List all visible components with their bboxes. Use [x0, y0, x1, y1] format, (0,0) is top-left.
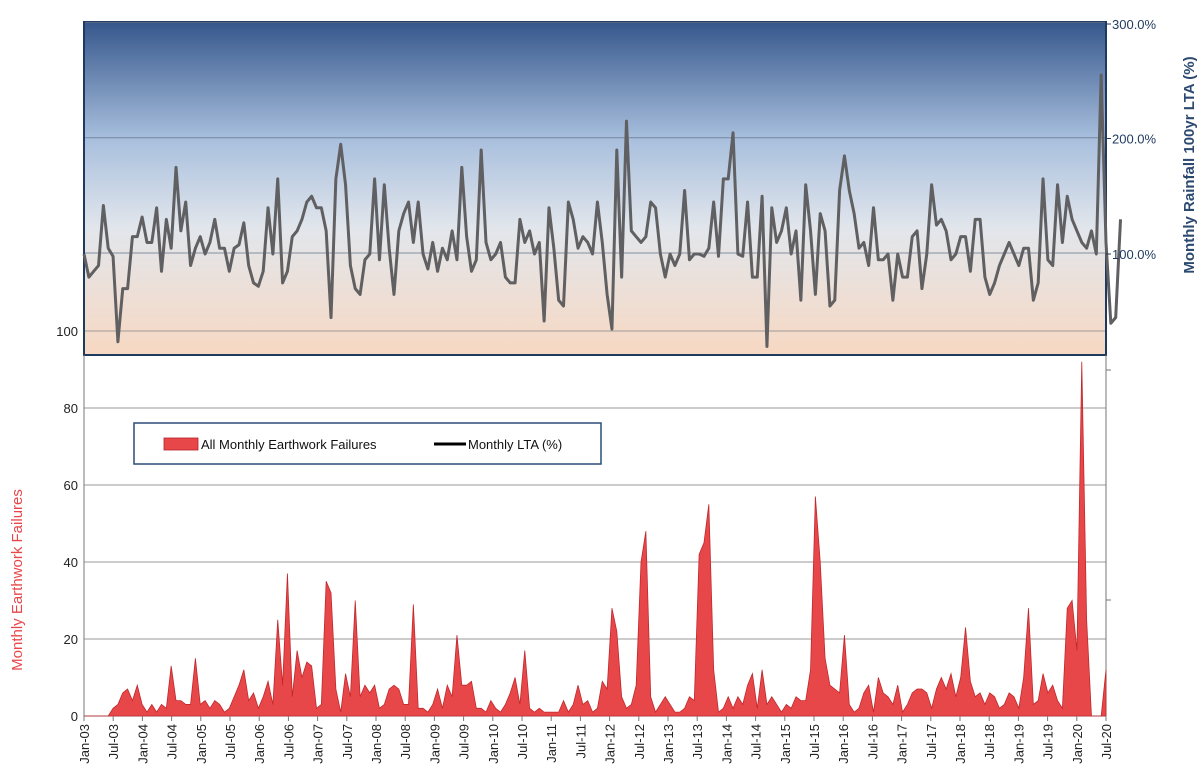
x-tick-label: Jan-07 [311, 724, 326, 764]
x-tick-label: Jul-16 [865, 724, 880, 759]
legend-swatch-failures [163, 437, 199, 451]
x-tick-label: Jan-11 [544, 724, 559, 763]
x-tick-label: Jul-18 [982, 724, 997, 759]
rainfall-panel-background [83, 21, 1107, 356]
x-tick-label: Jan-08 [369, 724, 384, 764]
right-tick-label: 300.0% [1112, 17, 1157, 32]
x-tick-label: Jan-14 [719, 724, 734, 764]
series-area-earthwork-failures [84, 361, 1107, 717]
x-tick-label: Jul-13 [690, 724, 705, 759]
rainfall-line-layer [82, 73, 1123, 348]
x-tick-label: Jan-13 [661, 724, 676, 764]
left-y-axis-title: Monthly Earthwork Failures [9, 489, 26, 671]
right-y-axis-title: Monthly Rainfall 100yr LTA (%) [1181, 56, 1198, 273]
x-tick-label: Jan-03 [77, 724, 92, 764]
x-tick-label: Jan-16 [836, 724, 851, 764]
rainfall-gridlines [85, 21, 1105, 332]
x-tick-label: Jan-04 [135, 724, 150, 764]
x-tick-label: Jul-03 [106, 724, 121, 759]
x-tick-label: Jul-11 [573, 724, 588, 758]
left-y-ticks: 0 20 40 60 80 100 [56, 324, 78, 724]
left-tick-label: 40 [64, 555, 78, 570]
x-tick-label: Jan-09 [427, 724, 442, 764]
failures-gridlines [84, 407, 1106, 640]
legend: All Monthly Earthwork Failures Monthly L… [133, 422, 602, 465]
left-tick-label: 60 [64, 478, 78, 493]
x-tick-label: Jan-17 [895, 724, 910, 764]
x-tick-label: Jul-07 [340, 724, 355, 759]
x-tick-label: Jul-10 [515, 724, 530, 759]
right-tick-label: 100.0% [1112, 247, 1157, 262]
x-tick-labels: Jan-03 Jul-03 Jan-04 Jul-04 Jan-05 Jul-05 Jan-… [77, 716, 1114, 764]
left-tick-label: 20 [64, 632, 78, 647]
x-tick-label: Jul-15 [807, 724, 822, 759]
x-tick-label: Jul-14 [749, 724, 764, 759]
x-tick-label: Jul-09 [457, 724, 472, 759]
x-tick-label: Jan-15 [778, 724, 793, 764]
failures-area-layer [84, 361, 1107, 717]
x-tick-label: Jul-05 [223, 724, 238, 759]
legend-box [133, 422, 602, 465]
x-tick-label: Jul-20 [1099, 724, 1114, 759]
x-tick-label: Jan-12 [603, 724, 618, 764]
legend-label-lta: Monthly LTA (%) [468, 437, 562, 452]
x-tick-label: Jul-04 [165, 724, 180, 759]
right-tick-label: 200.0% [1112, 132, 1157, 147]
x-tick-label: Jan-05 [194, 724, 209, 764]
left-tick-label: 80 [64, 401, 78, 416]
left-tick-label: 100 [56, 324, 78, 339]
x-tick-label: Jan-19 [1011, 724, 1026, 764]
x-tick-label: Jul-17 [924, 724, 939, 759]
right-y-ticks: 100.0% 200.0% 300.0% [1106, 17, 1157, 601]
x-tick-label: Jan-18 [953, 724, 968, 764]
series-line-monthly-lta [82, 73, 1123, 348]
x-tick-label: Jan-10 [486, 724, 501, 764]
x-tick-label: Jan-20 [1070, 724, 1085, 764]
legend-label-failures: All Monthly Earthwork Failures [201, 437, 377, 452]
x-tick-label: Jul-12 [632, 724, 647, 759]
x-tick-label: Jul-08 [398, 724, 413, 759]
left-tick-label: 0 [71, 709, 78, 724]
x-tick-label: Jan-06 [252, 724, 267, 764]
x-tick-label: Jul-06 [281, 724, 296, 759]
x-tick-label: Jul-19 [1041, 724, 1056, 759]
